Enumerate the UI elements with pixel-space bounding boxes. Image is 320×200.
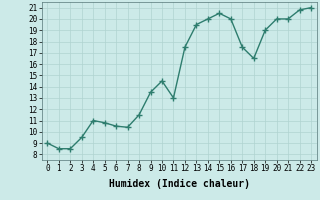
X-axis label: Humidex (Indice chaleur): Humidex (Indice chaleur) bbox=[109, 179, 250, 189]
